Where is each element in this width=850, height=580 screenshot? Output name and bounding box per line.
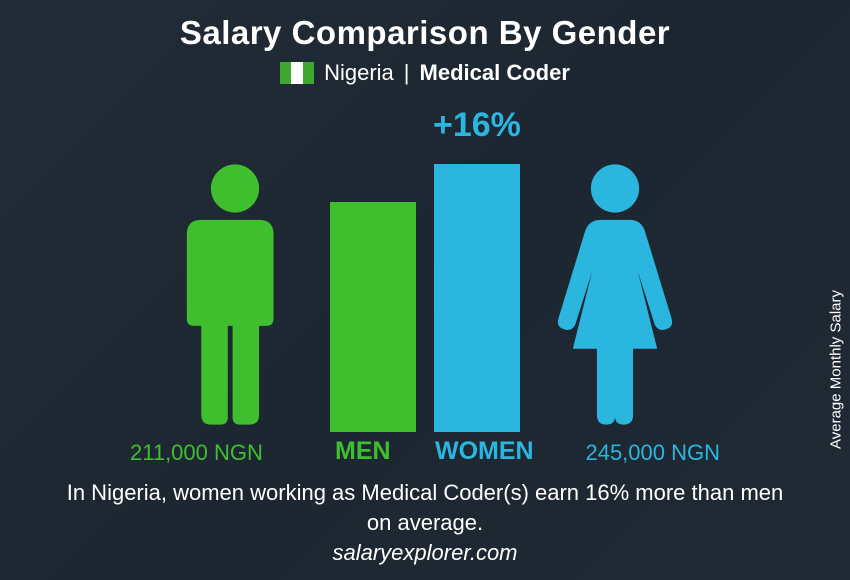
men-label: MEN [335,437,391,466]
bar-group [330,164,520,432]
women-bar [434,164,520,432]
female-icon [550,162,680,432]
description-text: In Nigeria, women working as Medical Cod… [0,478,850,537]
women-label: WOMEN [435,437,534,466]
chart-area: +16% MEN WOMEN 211,000 NGN 245,000 NGN [0,104,850,474]
percent-difference-label: +16% [433,106,521,145]
footer-attribution: salaryexplorer.com [0,540,850,566]
job-title: Medical Coder [420,60,570,86]
men-bar [330,202,416,432]
flag-icon [280,62,314,84]
header: Salary Comparison By Gender Nigeria | Me… [0,0,850,86]
male-icon [170,162,300,432]
chart-title: Salary Comparison By Gender [0,14,850,52]
chart-subtitle: Nigeria | Medical Coder [0,60,850,86]
women-salary: 245,000 NGN [585,440,720,466]
men-salary: 211,000 NGN [130,440,263,466]
country-name: Nigeria [324,60,394,86]
y-axis-label: Average Monthly Salary [828,290,845,449]
separator: | [404,60,410,86]
